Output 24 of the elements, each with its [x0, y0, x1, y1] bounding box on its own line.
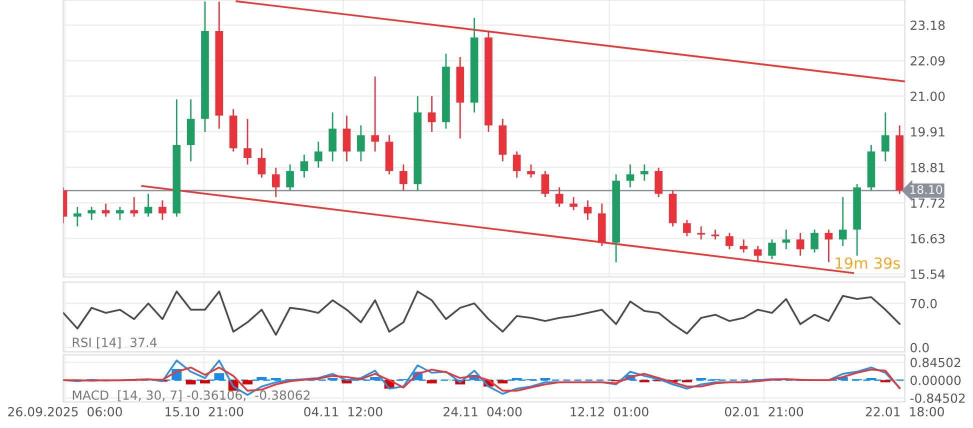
y-tick-label: 15.54 [911, 270, 945, 279]
y-tick-label: -0.84502 [910, 393, 965, 403]
x-tick-label: 22.01 18:00 [866, 406, 944, 416]
y-tick-label: 16.63 [911, 234, 945, 244]
annotation: 19m 39s [836, 257, 900, 269]
x-tick-label: 12.12 01:00 [570, 406, 648, 416]
x-tick-label: 24.11 04:00 [444, 406, 522, 416]
y-tick-label: 18.81 [911, 162, 944, 172]
ref-line-label: 18.10 [910, 185, 942, 194]
x-tick-label: 04.11 12:00 [304, 406, 382, 416]
annotation: RSI [14] 37.4 [72, 337, 157, 349]
x-tick-label: 26.09.2025 06:00 [8, 406, 122, 416]
y-tick-label: 0.0 [910, 342, 929, 352]
x-tick-label: 02.01 21:00 [724, 406, 804, 416]
y-tick-label: 70.0 [910, 298, 937, 308]
y-tick-label: 17.72 [911, 198, 944, 208]
y-tick-label: 22.09 [910, 56, 945, 66]
x-tick-label: 15.10 21:00 [166, 406, 244, 416]
y-tick-label: 21.00 [910, 92, 945, 102]
y-tick-label: 19.91 [911, 127, 944, 137]
annotation: MACD [14, 30, 7] -0.36106, -0.38062 [72, 390, 310, 402]
y-tick-label: 0.84502 [910, 358, 960, 368]
y-tick-label: 23.18 [910, 20, 945, 30]
y-tick-label: 0.00000 [910, 376, 961, 386]
